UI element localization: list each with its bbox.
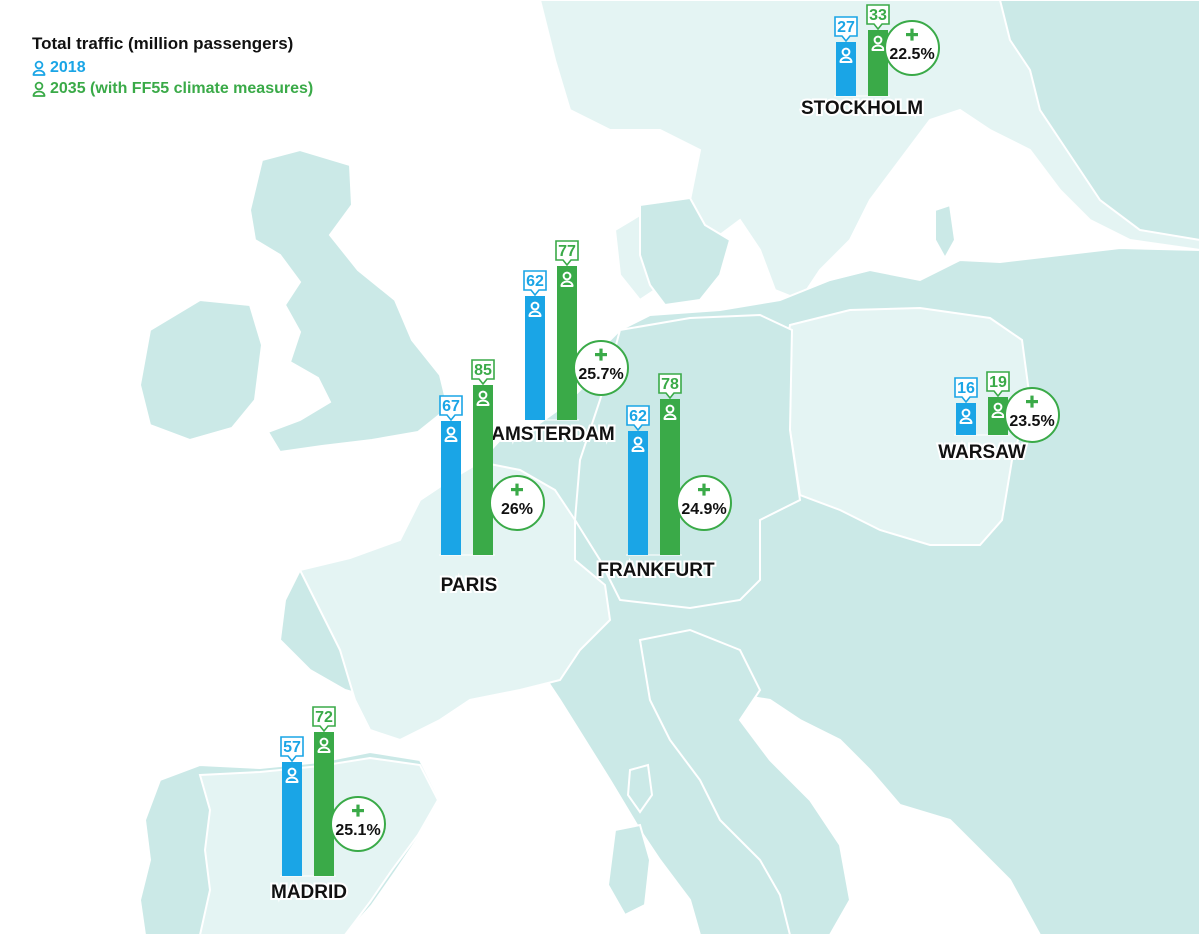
growth-badge: 23.5%	[1004, 387, 1060, 443]
value-label-2018: 27	[834, 16, 858, 43]
city-label-warsaw: WARSAW	[938, 442, 1026, 463]
bar-2035	[868, 30, 888, 96]
person-icon	[663, 404, 677, 420]
city-label-frankfurt: FRANKFURT	[597, 560, 715, 581]
city-label-stockholm: STOCKHOLM	[801, 98, 923, 119]
plus-icon	[906, 28, 918, 41]
person-icon	[560, 271, 574, 287]
plus-icon	[698, 483, 710, 496]
growth-badge: 25.1%	[330, 796, 386, 852]
bar-2035	[557, 266, 577, 420]
person-icon	[871, 35, 885, 51]
svg-text:62: 62	[629, 408, 647, 425]
person-icon	[528, 301, 542, 317]
growth-badge: 22.5%	[884, 20, 940, 76]
growth-label: 22.5%	[889, 46, 934, 63]
growth-label: 24.9%	[681, 501, 726, 518]
land-italy	[638, 628, 852, 935]
value-label-2035: 19	[986, 371, 1010, 398]
svg-text:62: 62	[526, 273, 544, 290]
svg-text:78: 78	[661, 376, 679, 393]
bar-2018	[525, 296, 545, 420]
city-group-stockholm: 27 33 22.5% STOCKHOLM	[799, 4, 940, 121]
city-label-amsterdam: AMSTERDAM	[491, 424, 615, 445]
growth-label: 25.1%	[335, 822, 380, 839]
value-label-2018: 57	[280, 736, 304, 763]
bar-2035	[660, 399, 680, 555]
plus-icon	[1026, 395, 1038, 408]
person-icon	[285, 767, 299, 783]
person-icon	[959, 408, 973, 424]
person-icon	[32, 81, 46, 97]
svg-text:77: 77	[558, 243, 576, 260]
bar-2035	[314, 732, 334, 876]
svg-text:85: 85	[474, 362, 492, 379]
bar-2018	[836, 42, 856, 96]
legend-item-2035: 2035 (with FF55 climate measures)	[32, 78, 313, 99]
land-france	[298, 460, 612, 742]
person-icon	[317, 737, 331, 753]
land-sardinia	[606, 823, 652, 917]
city-group-amsterdam: 62 77 25.7% AMSTERDAM	[489, 240, 629, 447]
legend-title: Total traffic (million passengers)	[32, 34, 294, 53]
bar-2018	[282, 762, 302, 876]
value-label-2035: 77	[555, 240, 579, 267]
person-icon	[32, 60, 46, 76]
legend-item-2018: 2018	[32, 57, 313, 78]
land-finland	[998, 0, 1200, 242]
land-great-britain	[248, 148, 450, 454]
legend-label-2018: 2018	[50, 59, 86, 76]
plus-icon	[511, 483, 523, 496]
svg-text:33: 33	[869, 7, 887, 24]
city-label-madrid: MADRID	[271, 882, 347, 903]
value-label-2035: 33	[866, 4, 890, 31]
city-bar-groups: 27 33 22.5% STOCKHOLM 62 77 25.7% AMSTERDAM 67 85…	[269, 4, 1060, 905]
growth-label: 26%	[501, 501, 533, 518]
plus-icon	[352, 804, 364, 817]
person-icon	[991, 402, 1005, 418]
person-icon	[444, 426, 458, 442]
city-label-paris: PARIS	[441, 575, 498, 596]
bar-2018	[441, 421, 461, 555]
value-label-2035: 78	[658, 373, 682, 400]
growth-badge: 24.9%	[676, 475, 732, 531]
svg-text:72: 72	[315, 709, 333, 726]
bar-2035	[473, 385, 493, 555]
svg-text:19: 19	[989, 374, 1007, 391]
legend-label-2035: 2035 (with FF55 climate measures)	[50, 80, 314, 97]
value-label-2035: 85	[471, 359, 495, 386]
svg-text:27: 27	[837, 19, 855, 36]
value-label-2018: 67	[439, 395, 463, 422]
city-group-frankfurt: 62 78 24.9% FRANKFURT	[595, 373, 732, 583]
value-label-2018: 62	[523, 270, 547, 297]
value-label-2035: 72	[312, 706, 336, 733]
city-group-madrid: 57 72 25.1% MADRID	[269, 706, 386, 905]
person-icon	[839, 47, 853, 63]
value-label-2018: 62	[626, 405, 650, 432]
city-group-warsaw: 16 19 23.5% WARSAW	[936, 371, 1060, 465]
growth-label: 25.7%	[578, 366, 623, 383]
bar-2018	[628, 431, 648, 555]
svg-text:57: 57	[283, 739, 301, 756]
growth-badge: 25.7%	[573, 340, 629, 396]
svg-text:16: 16	[957, 380, 975, 397]
legend: Total traffic (million passengers) 2018 …	[32, 34, 313, 99]
svg-text:67: 67	[442, 398, 460, 415]
growth-label: 23.5%	[1009, 413, 1054, 430]
land-gotland	[934, 203, 957, 261]
land-ireland	[138, 298, 264, 442]
person-icon	[631, 436, 645, 452]
land-denmark	[639, 196, 732, 307]
person-icon	[476, 390, 490, 406]
plus-icon	[595, 348, 607, 361]
city-group-paris: 67 85 26% PARIS	[439, 359, 545, 598]
value-label-2018: 16	[954, 377, 978, 404]
land-corsica	[626, 763, 654, 814]
growth-badge: 26%	[489, 475, 545, 531]
